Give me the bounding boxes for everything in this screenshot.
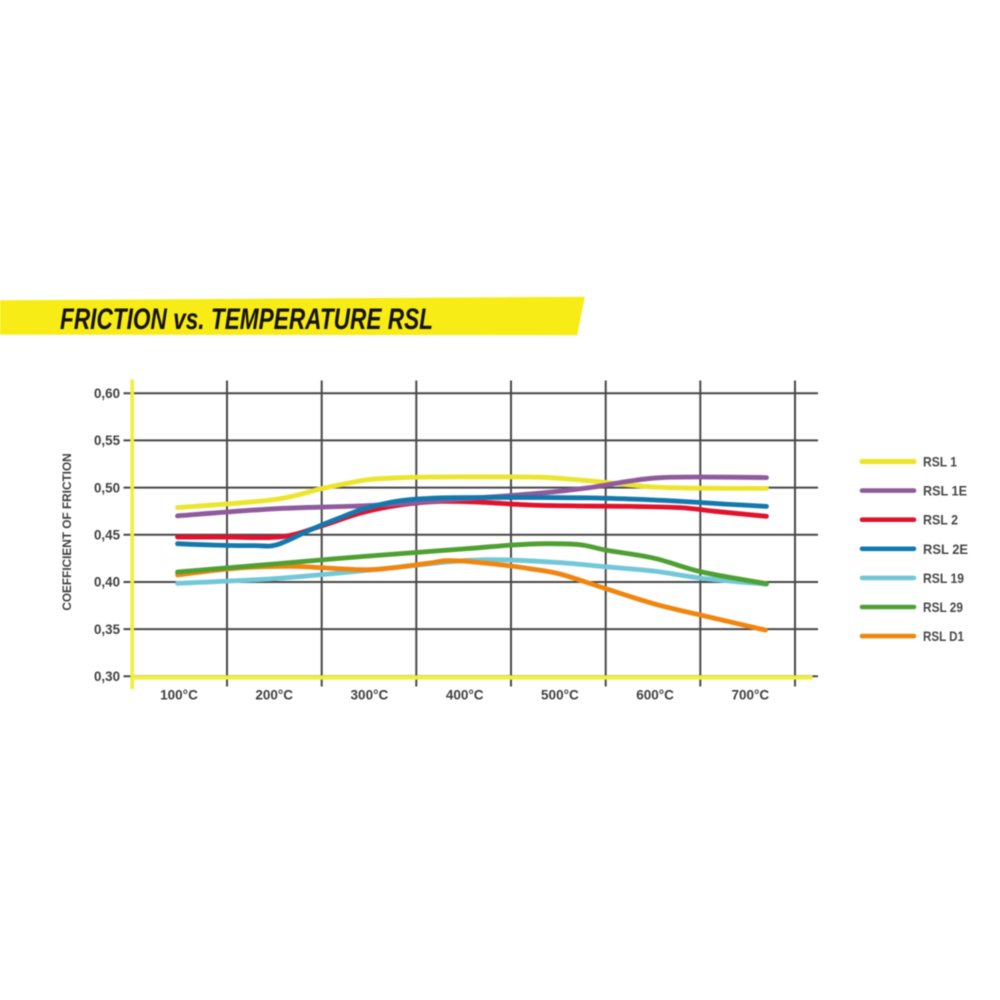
svg-text:700°C: 700°C — [731, 687, 769, 702]
svg-text:0,60: 0,60 — [94, 386, 120, 401]
svg-text:RSL 29: RSL 29 — [923, 599, 963, 615]
svg-text:600°C: 600°C — [636, 687, 674, 702]
svg-text:0,35: 0,35 — [94, 622, 120, 637]
svg-text:200°C: 200°C — [255, 687, 293, 702]
svg-text:RSL 1E: RSL 1E — [923, 483, 967, 499]
svg-text:RSL 2E: RSL 2E — [923, 541, 968, 557]
svg-text:0,40: 0,40 — [94, 575, 120, 590]
svg-text:500°C: 500°C — [541, 687, 579, 702]
svg-text:0,30: 0,30 — [94, 669, 120, 684]
svg-text:RSL 1: RSL 1 — [923, 454, 957, 470]
svg-text:0,50: 0,50 — [94, 480, 120, 495]
svg-text:RSL 19: RSL 19 — [923, 570, 964, 586]
svg-text:0,45: 0,45 — [94, 528, 120, 543]
svg-text:RSL 2: RSL 2 — [923, 512, 958, 528]
svg-text:300°C: 300°C — [351, 687, 389, 702]
svg-text:0,55: 0,55 — [94, 433, 120, 448]
svg-text:FRICTION vs. TEMPERATURE RSL: FRICTION vs. TEMPERATURE RSL — [60, 303, 433, 336]
svg-text:400°C: 400°C — [446, 687, 484, 702]
svg-text:100°C: 100°C — [160, 687, 198, 702]
svg-text:COEFFICIENT OF FRICTION: COEFFICIENT OF FRICTION — [60, 453, 74, 610]
svg-text:RSL D1: RSL D1 — [923, 628, 964, 644]
